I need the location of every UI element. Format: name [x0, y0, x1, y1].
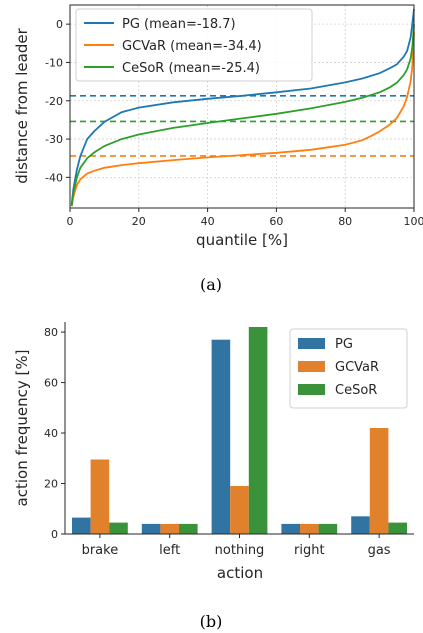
- chart-a-xtick-label: 40: [201, 215, 215, 228]
- chart-b-xtick-label: right: [294, 543, 325, 558]
- chart-a-series-line-0: [70, 8, 415, 205]
- chart-b-ytick-label: 0: [51, 528, 58, 541]
- chart-b-bar-gcvar-nothing: [230, 486, 249, 534]
- chart-a-xtick-label: 80: [338, 215, 352, 228]
- chart-a-series-line-2: [70, 24, 415, 207]
- chart-a-ticks: 0 20 40 60 80 100 0 -10 -20 -30 -40: [45, 18, 423, 228]
- chart-a-series-lines: [70, 8, 415, 207]
- chart-b-bar-cesor-right: [318, 523, 338, 534]
- chart-b-bar-pg-brake: [72, 517, 91, 534]
- chart-a-ylabel: distance from leader: [13, 27, 31, 183]
- chart-b-xtick-label: left: [159, 543, 180, 558]
- chart-a-ytick-label: -10: [45, 56, 63, 69]
- chart-b-bar-pg-gas: [351, 516, 370, 534]
- chart-b-bar-pg-right: [281, 523, 300, 534]
- chart-b-legend-swatch-1: [298, 361, 325, 372]
- chart-b-ytick-label: 40: [44, 427, 58, 440]
- chart-b-legend-swatch-0: [298, 338, 325, 349]
- chart-b-bar-gcvar-gas: [369, 428, 389, 534]
- chart-a-legend-label-2: CeSoR (mean=-25.4): [122, 61, 260, 76]
- chart-a-xlabel: quantile [%]: [196, 231, 288, 249]
- chart-b-legend: PG GCVaR CeSoR: [289, 328, 408, 409]
- chart-a-xtick-label: 100: [404, 215, 423, 228]
- chart-b-bars: [72, 327, 407, 534]
- chart-b-xtick-label: gas: [368, 543, 391, 558]
- chart-a-legend-label-0: PG (mean=-18.7): [122, 17, 236, 32]
- chart-b-ytick-label: 60: [44, 377, 58, 390]
- chart-b-bar-pg-nothing: [211, 339, 231, 534]
- chart-a-xtick-label: 0: [67, 215, 74, 228]
- chart-b-ytick-label: 20: [44, 478, 58, 491]
- chart-a-mean-lines: [70, 94, 414, 157]
- chart-a-frame: [69, 4, 415, 209]
- caption-a: (a): [200, 275, 222, 294]
- chart-b-ticks: brake left nothing right gas 0 20 40 60 80: [44, 326, 391, 558]
- chart-b-bar-gcvar-brake: [90, 459, 110, 534]
- chart-b-xtick-label: brake: [82, 543, 119, 558]
- chart-a-xtick-label: 60: [269, 215, 283, 228]
- chart-b-bar-cesor-nothing: [248, 327, 268, 534]
- chart-b-bar-gcvar-right: [300, 523, 319, 534]
- chart-a-legend-label-1: GCVaR (mean=-34.4): [122, 39, 262, 54]
- chart-b-xtick-label: nothing: [215, 543, 265, 558]
- chart-b-xlabel: action: [217, 564, 263, 582]
- chart-b-bar-cesor-gas: [388, 522, 407, 534]
- chart-b-bar-cesor-brake: [109, 522, 128, 534]
- chart-b-legend-label-2: CeSoR: [335, 383, 377, 398]
- chart-b-bar-gcvar-left: [160, 523, 179, 534]
- chart-b-ytick-label: 80: [44, 326, 58, 339]
- chart-a-ytick-label: 0: [56, 18, 63, 31]
- chart-a-legend-box: [75, 8, 313, 82]
- chart-b-bar-pg-left: [141, 523, 161, 534]
- chart-a-ytick-label: -30: [45, 133, 63, 146]
- chart-b-legend-swatch-2: [298, 384, 325, 395]
- chart-b-bar-cesor-left: [179, 523, 198, 534]
- chart-b-legend-label-1: GCVaR: [335, 360, 379, 375]
- chart-a-ytick-label: -40: [45, 171, 63, 184]
- chart-b-legend-label-0: PG: [335, 337, 353, 352]
- chart-a-xtick-label: 20: [132, 215, 146, 228]
- chart-b-ylabel: action frequency [%]: [13, 350, 31, 507]
- caption-b: (b): [200, 612, 223, 631]
- chart-a-legend: PG (mean=-18.7) GCVaR (mean=-34.4) CeSoR (…: [75, 8, 313, 82]
- chart-a-series-line-1: [70, 31, 415, 207]
- chart-a-ytick-label: -20: [45, 95, 63, 108]
